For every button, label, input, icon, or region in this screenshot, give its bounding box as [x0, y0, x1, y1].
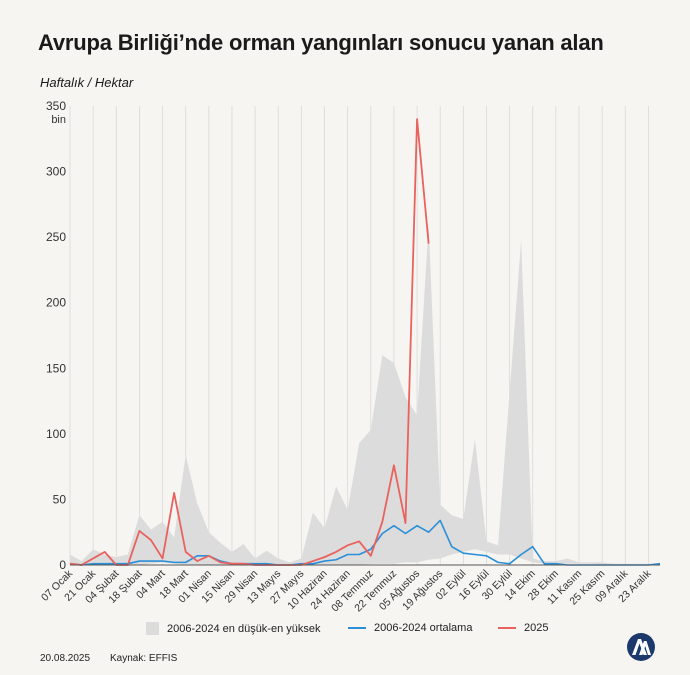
legend-item-average: 2006-2024 ortalama [348, 622, 472, 634]
series-lines [69, 118, 661, 566]
y-tick-label: 100 [46, 427, 66, 441]
unit-label: Haftalık / Hektar [40, 75, 134, 90]
legend-label-average: 2006-2024 ortalama [374, 622, 473, 634]
series-line-2025 [69, 118, 430, 566]
range-area [70, 224, 660, 565]
legend-item-range: 2006-2024 en düşük-en yüksek [146, 622, 321, 635]
footer-source: Kaynak: EFFIS [110, 653, 178, 664]
range-band [70, 224, 660, 565]
y-tick-label: 0 [59, 558, 66, 572]
legend-swatch-range [146, 622, 159, 635]
legend-label-2025: 2025 [524, 622, 549, 634]
y-tick-label: 250 [46, 230, 66, 244]
legend-label-range: 2006-2024 en düşük-en yüksek [167, 622, 321, 635]
y-tick-label: 50 [53, 492, 67, 506]
y-tick-label: 150 [46, 361, 66, 375]
footer-date: 20.08.2025 [40, 653, 91, 664]
y-unit-label: bin [51, 114, 66, 126]
chart-title: Avrupa Birliği’nde orman yangınları sonu… [38, 30, 604, 55]
series-line-average [69, 519, 661, 566]
legend-item-2025: 2025 [498, 622, 548, 634]
y-tick-label: 350 [46, 99, 66, 113]
y-tick-label: 300 [46, 165, 66, 179]
y-tick-label: 200 [46, 296, 66, 310]
legend-swatch-2025 [498, 627, 516, 629]
legend-swatch-average [348, 627, 366, 629]
aa-logo-icon [627, 633, 655, 661]
